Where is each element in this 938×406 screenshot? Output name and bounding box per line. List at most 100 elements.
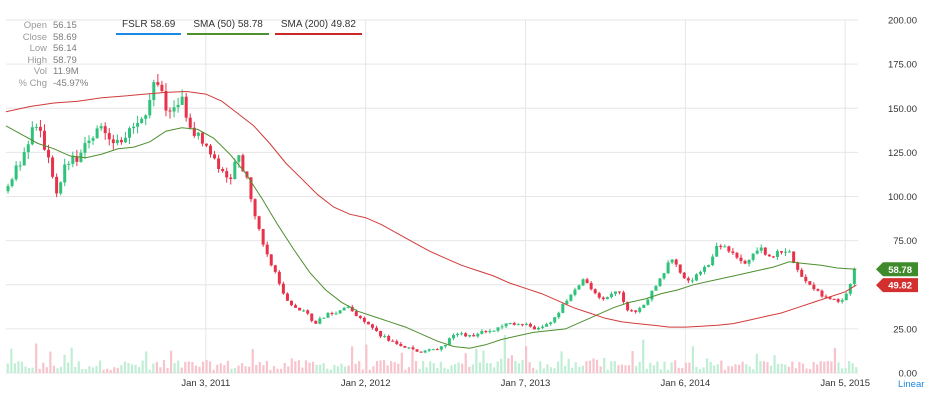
candle-body <box>456 333 460 335</box>
volume-bar <box>457 362 460 373</box>
candle-body <box>99 126 103 129</box>
legend-item-sma200[interactable]: SMA (200) 49.82 <box>274 17 362 35</box>
ohlc-value: 11.9M <box>53 66 79 78</box>
candle-body <box>537 327 541 330</box>
volume-bar <box>819 361 822 373</box>
volume-bar <box>564 365 567 373</box>
volume-bar <box>656 361 659 373</box>
volume-bar <box>98 360 102 373</box>
ohlc-row-pct-change: % Chg -45.97% <box>4 78 88 90</box>
candle-body <box>662 273 666 279</box>
legend-item-fslr[interactable]: FSLR 58.69 <box>116 17 182 35</box>
volume-bar <box>517 363 521 373</box>
volume-bar <box>340 363 343 373</box>
volume-bar <box>748 366 751 373</box>
volume-bar <box>762 361 766 373</box>
legend-item-sma50[interactable]: SMA (50) 58.78 <box>187 17 269 35</box>
sma50-price-badge-text: 58.78 <box>888 265 912 276</box>
candle-body <box>585 279 589 283</box>
candle-body <box>241 155 245 172</box>
candle-body <box>626 301 630 311</box>
ohlc-label: High <box>27 54 47 66</box>
volume-bar <box>645 368 648 373</box>
candle-body <box>375 327 379 332</box>
volume-bar <box>84 369 87 373</box>
volume-bar <box>116 367 119 373</box>
volume-bar <box>120 365 123 373</box>
candle-body <box>528 323 532 327</box>
candle-body <box>654 286 658 291</box>
sma200-price-badge-shape <box>876 278 918 293</box>
volume-bar <box>180 367 183 373</box>
volume-bar <box>794 368 797 373</box>
ohlc-label: Vol <box>33 66 47 78</box>
volume-bar <box>20 361 24 373</box>
volume-bar <box>592 358 595 373</box>
candle-body <box>504 323 508 327</box>
candle-body <box>828 297 832 299</box>
candle-body <box>468 335 472 337</box>
volume-bar <box>585 361 588 373</box>
volume-bar <box>578 366 581 373</box>
candle-body <box>492 330 496 332</box>
volume-bar <box>780 363 783 373</box>
volume-bar <box>773 355 776 373</box>
volume-bar <box>475 348 478 373</box>
volume-bar <box>450 365 453 373</box>
volume-bar <box>709 362 712 373</box>
ohlc-row-low: Low 56.14 <box>4 43 88 55</box>
volume-bar <box>343 366 347 373</box>
x-tick-label: Jan 7, 2013 <box>501 378 551 389</box>
y-tick-label: 175.00 <box>888 60 917 71</box>
volume-bar <box>6 363 9 373</box>
volume-bar <box>407 367 411 373</box>
candle-body <box>42 130 46 150</box>
candle-body <box>387 335 391 341</box>
volume-bar <box>372 366 375 373</box>
y-tick-label: 25.00 <box>893 324 917 335</box>
volume-bar <box>88 366 91 373</box>
candle-body <box>796 262 800 270</box>
volume-bar <box>38 368 41 373</box>
volume-bar <box>304 360 308 373</box>
candle-body <box>844 293 848 301</box>
candle-body <box>14 165 18 180</box>
candle-body <box>229 177 233 179</box>
candle-body <box>148 99 152 116</box>
volume-bar <box>155 361 158 373</box>
volume-bar <box>130 364 134 373</box>
volume-bar <box>49 351 52 373</box>
volume-bar <box>347 365 350 373</box>
volume-bar <box>507 358 510 373</box>
x-tick-label: Jan 2, 2012 <box>341 378 391 389</box>
candle-body <box>22 152 26 166</box>
candle-body <box>784 251 788 253</box>
candle-body <box>314 320 318 324</box>
candle-body <box>132 126 136 129</box>
candle-body <box>520 324 524 326</box>
volume-bar <box>464 353 467 373</box>
volume-bar <box>315 364 318 373</box>
candle-body <box>209 145 213 155</box>
volume-bar <box>681 367 684 373</box>
volume-bar <box>418 368 421 373</box>
volume-bar <box>453 364 457 373</box>
candle-body <box>322 317 326 319</box>
volume-bar <box>812 362 815 373</box>
candle-body <box>447 338 451 345</box>
volume-bar <box>606 369 609 373</box>
x-tick-label: Jan 6, 2014 <box>661 378 711 389</box>
candle-body <box>136 123 140 127</box>
candle-body <box>395 341 399 344</box>
volume-bar <box>745 364 748 373</box>
gridlines <box>6 19 858 374</box>
candle-body <box>411 347 415 350</box>
chart-legend: FSLR 58.69 SMA (50) 58.78 SMA (200) 49.8… <box>116 17 368 35</box>
candle-body <box>354 311 358 316</box>
volume-bar <box>446 369 450 373</box>
candle-body <box>464 333 468 337</box>
volume-bar <box>666 369 670 373</box>
candle-body <box>196 132 200 136</box>
